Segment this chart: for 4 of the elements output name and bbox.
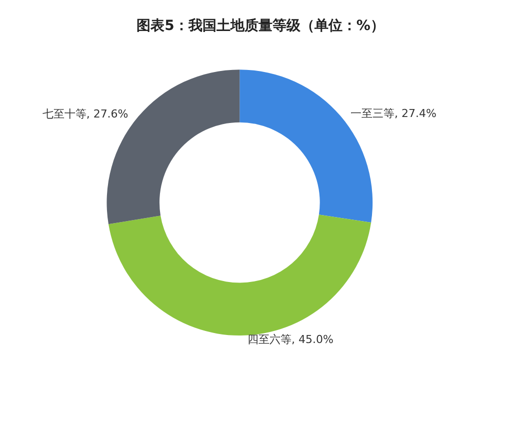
- chart-title: 图表5：我国土地质量等级（单位：%）: [136, 17, 384, 34]
- slice-label: 四至六等, 45.0%: [248, 332, 334, 346]
- slice-label: 七至十等, 27.6%: [42, 107, 128, 120]
- slice-label: 一至三等, 27.4%: [350, 106, 436, 120]
